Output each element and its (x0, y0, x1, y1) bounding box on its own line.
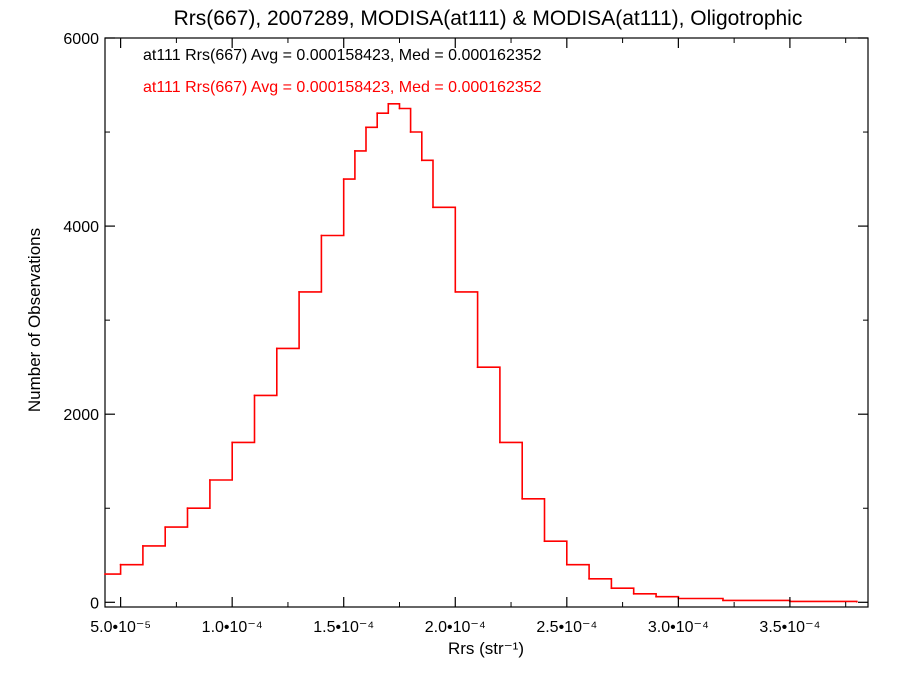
data-point (164, 526, 167, 528)
plot-area (104, 37, 869, 608)
data-point (409, 131, 412, 133)
data-point (632, 592, 635, 595)
data-point (253, 394, 256, 397)
data-point (565, 563, 568, 566)
data-point (142, 545, 144, 547)
y-tick-label: 2000 (63, 407, 99, 424)
y-tick-label: 0 (90, 595, 99, 612)
data-point (342, 178, 345, 181)
data-point (476, 366, 479, 369)
data-point (104, 573, 106, 575)
series-layer (104, 102, 858, 603)
data-point (454, 291, 457, 293)
data-point (521, 497, 524, 500)
y-axis-label: Number of Observations (25, 228, 44, 412)
data-point (320, 234, 323, 237)
y-tick-label: 6000 (63, 31, 99, 48)
data-point (275, 347, 278, 350)
y-tick-label: 4000 (63, 219, 99, 236)
annotation-red: at111 Rrs(667) Avg = 0.000158423, Med = … (143, 79, 542, 96)
x-tick-label: 1.0•10⁻⁴ (202, 619, 263, 636)
x-tick-label: 2.5•10⁻⁴ (536, 619, 597, 636)
axis-ticks: 5.0•10⁻⁵ 1.0•10⁻⁴ 1.5•10⁻⁴ 2.0•10⁻⁴ 2.5•10⁻⁴… (63, 31, 868, 636)
data-point (610, 587, 613, 590)
x-tick-label: 3.5•10⁻⁴ (759, 619, 820, 636)
x-tick-label: 2.0•10⁻⁴ (425, 619, 486, 636)
data-point (354, 150, 356, 152)
data-point (588, 577, 590, 580)
data-point (420, 159, 423, 162)
data-point (298, 291, 300, 293)
data-point (186, 507, 189, 510)
data-point (387, 102, 390, 105)
data-point (655, 595, 657, 598)
x-tick-label: 5.0•10⁻⁵ (90, 619, 151, 636)
x-axis-label: Rrs (str⁻¹) (448, 639, 524, 658)
plot-frame (104, 37, 869, 608)
data-point (119, 563, 122, 566)
data-point (855, 600, 858, 603)
chart-title: Rrs(667), 2007289, MODISA(at111) & MODIS… (174, 7, 803, 30)
data-point (365, 126, 367, 129)
x-tick-label: 1.5•10⁻⁴ (313, 619, 374, 636)
data-point (398, 107, 401, 110)
series-line-0 (105, 103, 858, 603)
data-point (499, 441, 501, 444)
x-tick-label: 3.0•10⁻⁴ (648, 619, 709, 636)
data-point (722, 599, 724, 602)
data-point (209, 479, 211, 481)
data-point (376, 112, 379, 115)
annotation-black: at111 Rrs(667) Avg = 0.000158423, Med = … (143, 47, 542, 64)
data-point (432, 206, 434, 209)
data-point (543, 540, 546, 543)
data-point (231, 441, 234, 444)
